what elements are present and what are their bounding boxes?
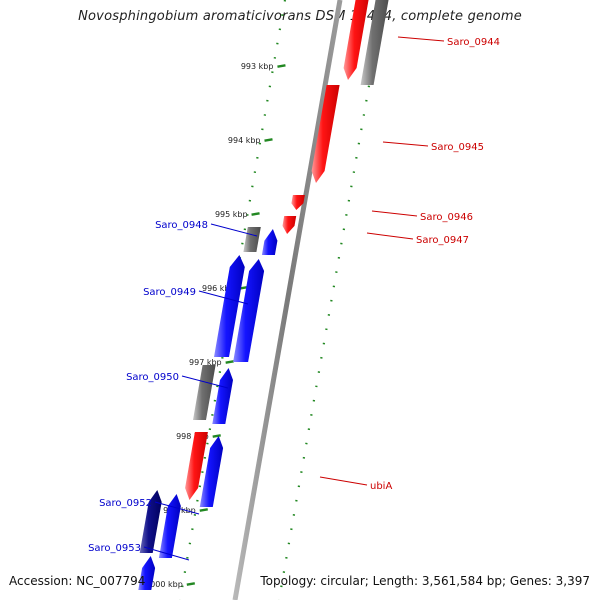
gene-label[interactable]: ubiA <box>370 481 392 492</box>
genome-backbone <box>232 0 343 600</box>
gene-arrow-saro_0950[interactable] <box>212 368 233 424</box>
gene-arrow-saro_0949[interactable] <box>233 259 265 362</box>
gene-arrow-saro_0945[interactable] <box>311 85 340 183</box>
topology-text: Topology: circular; Length: 3,561,584 bp… <box>260 574 590 588</box>
gene-arrow-saro_0947[interactable] <box>282 216 297 234</box>
gene-label[interactable]: Saro_0952 <box>99 498 152 509</box>
kbp-tick-label: .000 kbp <box>148 580 183 589</box>
gene-arrow-adjacent[interactable] <box>199 436 224 507</box>
gene-label[interactable]: Saro_0944 <box>447 37 500 48</box>
gene-leader-line <box>198 290 249 305</box>
gene-label[interactable]: Saro_0950 <box>126 372 179 383</box>
gene-leader-line <box>397 36 445 42</box>
gene-arrow-adjacent[interactable] <box>139 490 162 553</box>
gene-leader-line <box>366 232 414 240</box>
kbp-tick-label: 996 kbp <box>202 284 235 293</box>
gene-leader-line <box>319 476 368 486</box>
gene-arrow-saro_0946[interactable] <box>291 195 305 210</box>
accession-text: Accession: NC_007794 <box>9 574 146 588</box>
gene-label[interactable]: Saro_0946 <box>420 212 473 223</box>
gene-leader-line <box>210 223 258 237</box>
kbp-tick <box>186 582 196 586</box>
gene-label[interactable]: Saro_0953 <box>88 543 141 554</box>
kbp-tick <box>199 508 208 512</box>
kbp-tick <box>212 434 221 438</box>
kbp-tick <box>225 360 234 364</box>
kbp-tick <box>251 212 260 216</box>
kbp-tick <box>277 64 286 68</box>
gene-label[interactable]: Saro_0945 <box>431 142 484 153</box>
genome-title: Novosphingobium aromaticivorans DSM 1244… <box>78 9 522 24</box>
kbp-tick-label: 995 kbp <box>215 210 248 219</box>
kbp-tick <box>264 138 273 142</box>
gene-label[interactable]: Saro_0948 <box>155 220 208 231</box>
gene-arrow-saro_0952[interactable] <box>158 494 181 558</box>
pseudo-gene-block[interactable] <box>193 365 216 420</box>
gene-arrow-saro_0953[interactable] <box>138 556 156 590</box>
kbp-tick-label: 997 kbp <box>189 358 222 367</box>
gene-label[interactable]: Saro_0949 <box>143 287 196 298</box>
gene-arrow-saro_0944[interactable] <box>343 0 371 80</box>
gene-arrow-saro_0948[interactable] <box>261 229 278 255</box>
kbp-tick-label: 998 kbp <box>176 432 209 441</box>
gene-arrow-adjacent[interactable] <box>214 255 245 357</box>
gene-leader-line <box>181 375 229 389</box>
gene-label[interactable]: Saro_0947 <box>416 235 469 246</box>
guide-line-right <box>277 0 386 600</box>
gene-leader-line <box>382 141 429 147</box>
strand-guides <box>178 0 386 600</box>
pseudo-gene-block[interactable] <box>243 227 261 252</box>
gene-arrow-ubia[interactable] <box>185 432 208 500</box>
gene-leader-line <box>371 210 418 217</box>
gene-leader-line <box>143 546 190 561</box>
gene-leader-line <box>154 501 200 515</box>
pseudo-gene-block[interactable] <box>360 0 391 85</box>
kbp-tick-label: 993 kbp <box>241 62 274 71</box>
kbp-tick-label: 994 kbp <box>228 136 261 145</box>
